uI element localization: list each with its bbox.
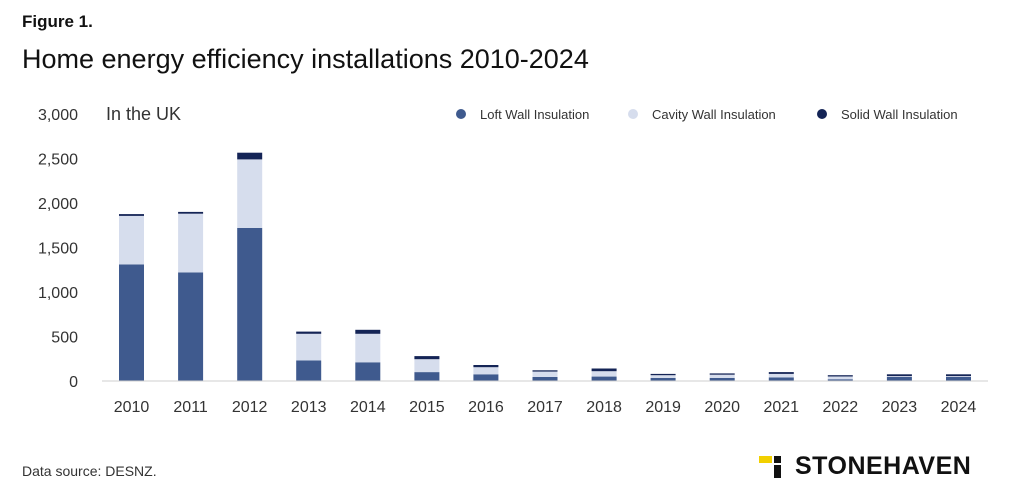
bar-cavity-wall-insulation-2015 bbox=[414, 359, 440, 373]
bar-cavity-wall-insulation-2019 bbox=[650, 375, 676, 378]
brand-logo: STONEHAVEN bbox=[759, 452, 971, 481]
figure-label: Figure 1. bbox=[22, 12, 93, 31]
bar-solid-wall-insulation-2020 bbox=[709, 373, 735, 375]
bar-solid-wall-insulation-2015 bbox=[414, 356, 440, 360]
y-tick-label: 1,000 bbox=[38, 285, 78, 302]
bar-solid-wall-insulation-2013 bbox=[296, 331, 322, 334]
bar-cavity-wall-insulation-2014 bbox=[355, 333, 381, 363]
bar-cavity-wall-insulation-2020 bbox=[709, 374, 735, 378]
y-tick-label: 2,000 bbox=[38, 196, 78, 213]
x-tick-label: 2021 bbox=[763, 399, 799, 416]
legend-label: Loft Wall Insulation bbox=[480, 107, 589, 122]
y-tick-label: 3,000 bbox=[38, 107, 78, 124]
x-tick-label: 2012 bbox=[232, 399, 268, 416]
chart-title: Home energy efficiency installations 201… bbox=[22, 44, 589, 74]
y-tick-label: 0 bbox=[69, 374, 78, 391]
bar-loft-wall-insulation-2022 bbox=[827, 379, 853, 381]
bar-cavity-wall-insulation-2021 bbox=[768, 373, 794, 378]
bar-loft-wall-insulation-2011 bbox=[178, 272, 204, 381]
bar-cavity-wall-insulation-2023 bbox=[886, 376, 912, 377]
legend-label: Solid Wall Insulation bbox=[841, 107, 958, 122]
x-tick-label: 2020 bbox=[704, 399, 740, 416]
bar-cavity-wall-insulation-2012 bbox=[237, 159, 263, 228]
x-tick-label: 2019 bbox=[645, 399, 681, 416]
bar-solid-wall-insulation-2022 bbox=[827, 375, 853, 377]
bar-solid-wall-insulation-2019 bbox=[650, 373, 676, 376]
y-tick-label: 500 bbox=[51, 330, 78, 347]
bar-solid-wall-insulation-2012 bbox=[237, 152, 263, 160]
bar-loft-wall-insulation-2020 bbox=[709, 377, 735, 381]
y-tick-label: 2,500 bbox=[38, 152, 78, 169]
bar-cavity-wall-insulation-2016 bbox=[473, 367, 499, 375]
x-tick-label: 2014 bbox=[350, 399, 386, 416]
bar-loft-wall-insulation-2012 bbox=[237, 227, 263, 381]
legend-label: Cavity Wall Insulation bbox=[652, 107, 776, 122]
x-tick-label: 2022 bbox=[823, 399, 859, 416]
x-tick-label: 2016 bbox=[468, 399, 504, 416]
legend-marker-cavity-wall-insulation bbox=[628, 109, 638, 119]
bar-solid-wall-insulation-2011 bbox=[178, 211, 204, 214]
bar-cavity-wall-insulation-2013 bbox=[296, 333, 322, 361]
bar-loft-wall-insulation-2017 bbox=[532, 377, 558, 381]
bar-loft-wall-insulation-2014 bbox=[355, 362, 381, 381]
x-tick-label: 2011 bbox=[173, 399, 208, 416]
x-tick-label: 2010 bbox=[114, 399, 150, 416]
legend-marker-loft-wall-insulation bbox=[456, 109, 466, 119]
bar-solid-wall-insulation-2010 bbox=[119, 214, 144, 216]
x-tick-label: 2024 bbox=[941, 399, 977, 416]
brand-name: STONEHAVEN bbox=[795, 452, 972, 480]
bar-loft-wall-insulation-2021 bbox=[768, 377, 794, 381]
bar-solid-wall-insulation-2023 bbox=[886, 374, 912, 377]
bar-cavity-wall-insulation-2022 bbox=[827, 376, 853, 380]
bar-solid-wall-insulation-2016 bbox=[473, 365, 499, 368]
bar-loft-wall-insulation-2015 bbox=[414, 372, 440, 381]
bar-solid-wall-insulation-2018 bbox=[591, 368, 617, 372]
bar-cavity-wall-insulation-2018 bbox=[591, 371, 617, 377]
x-tick-label: 2018 bbox=[586, 399, 622, 416]
bar-solid-wall-insulation-2014 bbox=[355, 329, 381, 334]
data-source: Data source: DESNZ. bbox=[22, 463, 157, 479]
bar-solid-wall-insulation-2024 bbox=[946, 374, 971, 377]
bar-loft-wall-insulation-2010 bbox=[119, 264, 144, 381]
stonehaven-logo-icon bbox=[759, 455, 781, 478]
bar-loft-wall-insulation-2016 bbox=[473, 374, 499, 381]
bar-cavity-wall-insulation-2011 bbox=[178, 213, 204, 273]
x-tick-label: 2013 bbox=[291, 399, 327, 416]
bar-loft-wall-insulation-2019 bbox=[650, 377, 676, 381]
bar-loft-wall-insulation-2013 bbox=[296, 360, 322, 381]
chart: 0 500 1,000 1,500 2,000 2,500 3,000 In the UK 20… bbox=[38, 104, 988, 416]
bar-loft-wall-insulation-2018 bbox=[591, 376, 617, 381]
bar-solid-wall-insulation-2021 bbox=[768, 372, 794, 374]
chart-subtitle: In the UK bbox=[106, 104, 181, 124]
legend-marker-solid-wall-insulation bbox=[817, 109, 827, 119]
x-tick-label: 2023 bbox=[882, 399, 918, 416]
x-tick-label: 2015 bbox=[409, 399, 445, 416]
y-tick-label: 1,500 bbox=[38, 241, 78, 258]
bar-loft-wall-insulation-2023 bbox=[886, 377, 912, 381]
bar-cavity-wall-insulation-2017 bbox=[532, 371, 558, 377]
bar-cavity-wall-insulation-2024 bbox=[946, 376, 971, 377]
bar-loft-wall-insulation-2024 bbox=[946, 377, 971, 381]
bar-cavity-wall-insulation-2010 bbox=[119, 215, 144, 265]
x-tick-label: 2017 bbox=[527, 399, 563, 416]
bar-solid-wall-insulation-2017 bbox=[532, 370, 558, 372]
